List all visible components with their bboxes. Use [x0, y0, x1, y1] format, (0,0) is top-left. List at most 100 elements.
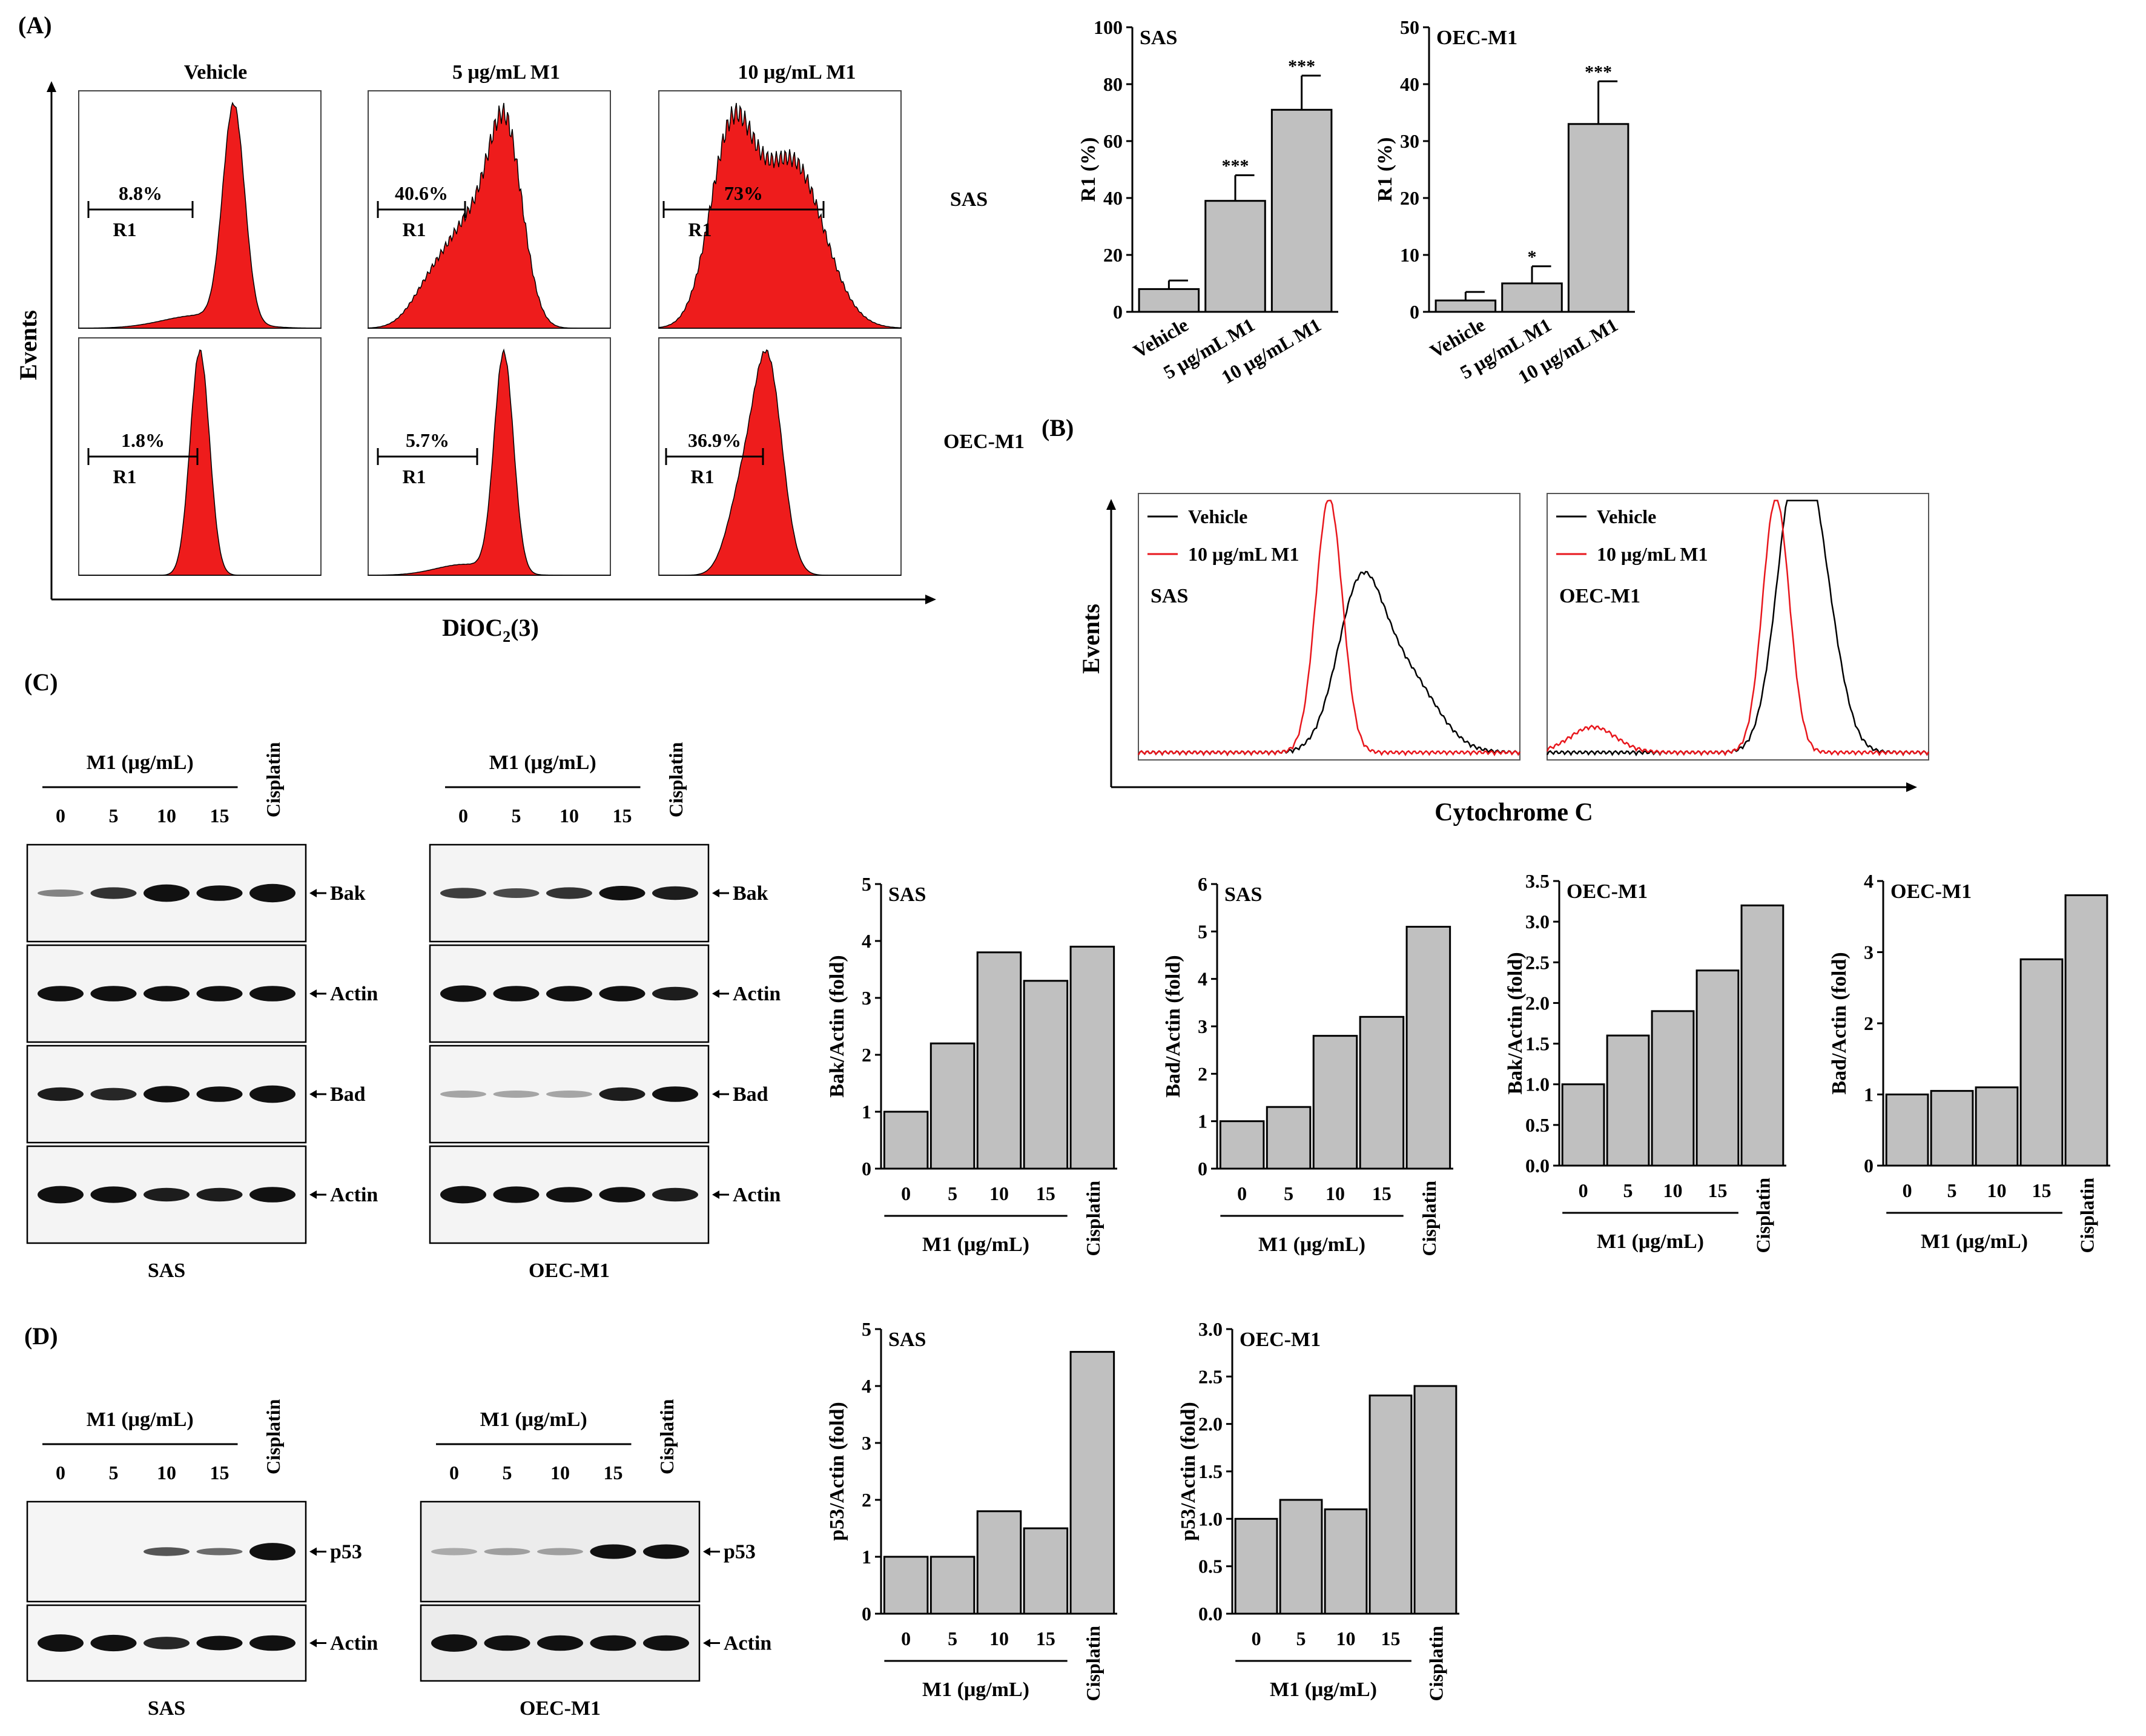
y-tick-label: 3.5 [1525, 870, 1550, 892]
flow-histogram-grid: Events DiOC2(3) Vehicle 5 μg/mL M1 10 μg… [15, 61, 1025, 645]
bar [1270, 108, 1333, 313]
blot-lane-label-cisplatin: Cisplatin [665, 742, 687, 817]
bar [929, 1042, 976, 1170]
histogram-profile [658, 102, 902, 329]
blot-band [431, 1634, 477, 1652]
blot-band [440, 985, 486, 1002]
x-tick-label: 5 [1284, 1183, 1293, 1204]
blot-lane-label: 10 [550, 1462, 570, 1484]
y-tick-label: 3 [1864, 942, 1874, 963]
col-title-2: 10 μg/mL M1 [738, 61, 856, 84]
x-tick-label: 15 [2032, 1180, 2051, 1201]
blot-band [546, 1187, 592, 1203]
band-label: Bad [733, 1083, 768, 1106]
blot-lane-label: 10 [157, 805, 176, 827]
y-tick-label: 20 [1400, 187, 1419, 209]
blot-group-label: M1 (μg/mL) [87, 1408, 194, 1431]
y-axis-label: Bak/Actin (fold) [826, 955, 848, 1097]
x-tick-label: 15 [1381, 1628, 1400, 1649]
bar [883, 1556, 929, 1615]
blot-band [196, 885, 243, 901]
y-tick-label: 4 [862, 930, 871, 952]
blot-band [38, 1634, 84, 1652]
x-tick-label: 5 [948, 1628, 957, 1649]
chart-title: SAS [1224, 883, 1262, 906]
legend-label: 10 μg/mL M1 [1188, 543, 1299, 565]
chart-title: SAS [888, 883, 926, 906]
blot-lane-label: 0 [56, 805, 65, 827]
band-label: Bad [330, 1083, 366, 1106]
x-tick-label-cisplatin: Cisplatin [1752, 1178, 1774, 1253]
y-tick-label: 0 [1864, 1155, 1874, 1177]
y-tick-label: 0.0 [1198, 1603, 1223, 1625]
gate-label: R1 [688, 219, 711, 240]
blot-band [249, 1543, 295, 1560]
y-axis-label: p53/Actin (fold) [826, 1402, 848, 1541]
blot-lane-label: 5 [512, 805, 521, 827]
x-tick-label-cisplatin: Cisplatin [1425, 1626, 1447, 1701]
blot-band [196, 1635, 243, 1651]
histogram-profile [78, 102, 322, 329]
y-tick-label: 2.5 [1525, 951, 1550, 973]
blot-lane-label: 15 [210, 805, 229, 827]
x-tick-label: 5 [1623, 1180, 1633, 1201]
histogram-cells: 8.8% R1 40.6% R1 73% R1 1.8% R1 5.7% R1 36.9% R1 [78, 90, 902, 576]
blot-group-label: M1 (μg/mL) [480, 1408, 587, 1431]
bar [1234, 1517, 1278, 1615]
y-tick-label: 0.5 [1525, 1114, 1550, 1136]
significance-label: *** [1222, 156, 1249, 176]
bar [1567, 123, 1629, 313]
blot-band [38, 1186, 84, 1204]
chart-title: OEC-M1 [1240, 1328, 1321, 1351]
col-title-1: 5 μg/mL M1 [452, 61, 560, 84]
x-tick-label: 15 [1372, 1183, 1392, 1204]
blot-band [144, 1187, 190, 1202]
blot-band [38, 986, 84, 1002]
blot-band [38, 1087, 84, 1101]
y-axis-title-events: Events [1077, 604, 1104, 674]
blot-band [249, 883, 295, 903]
blot-cell-label: OEC-M1 [529, 1259, 610, 1282]
x-tick-label: 5 [1947, 1180, 1957, 1201]
band-arrowhead [309, 1547, 317, 1556]
legend-label: 10 μg/mL M1 [1597, 543, 1708, 565]
blot-band [652, 986, 698, 1001]
blot-band [484, 1635, 530, 1651]
y-tick-label: 1.5 [1198, 1460, 1223, 1482]
histogram-cell: 5.7% R1 [368, 337, 611, 576]
blot-band [144, 986, 190, 1002]
y-tick-label: 1.5 [1525, 1033, 1550, 1055]
blot-d-oec: M1 (μg/mL) 0 5 10 15 Cisplatin p53 Actin OEC-M1 [420, 1399, 771, 1720]
y-axis-arrow [1106, 499, 1116, 510]
x-axis-title-dioc: DiOC2(3) [442, 614, 539, 645]
y-tick-label: 4 [1198, 968, 1207, 990]
y-tick-label: 3 [862, 987, 871, 1009]
x-tick-label: 5 [948, 1183, 957, 1204]
blot-band [38, 889, 84, 897]
x-tick-label: 0 [901, 1628, 911, 1649]
y-tick-label: 4 [862, 1375, 871, 1397]
band-arrowhead [309, 1639, 317, 1648]
y-axis-label: R1 (%) [1374, 137, 1396, 202]
y-tick-label: 1 [1198, 1111, 1207, 1132]
overlay-cell: Vehicle 10 μg/mL M1 OEC-M1 [1546, 493, 1930, 761]
overlay-frame [1547, 493, 1929, 761]
bar [1561, 1083, 1605, 1167]
band-label: Bak [330, 882, 366, 905]
blot-band [546, 887, 592, 899]
blot-band [196, 1086, 243, 1102]
bar [1069, 945, 1115, 1170]
blot-lane-label: 0 [458, 805, 468, 827]
bar [1266, 1106, 1312, 1170]
blot-band [90, 1186, 137, 1203]
band-label: p53 [724, 1541, 756, 1563]
blot-band [484, 1548, 530, 1556]
chart-title: OEC-M1 [1567, 880, 1648, 903]
blot-band [249, 986, 295, 1002]
chart-title: SAS [1140, 27, 1177, 49]
band-label: Actin [733, 983, 781, 1005]
band-arrowhead [712, 1090, 719, 1098]
blot-lane-label: 10 [157, 1462, 176, 1484]
